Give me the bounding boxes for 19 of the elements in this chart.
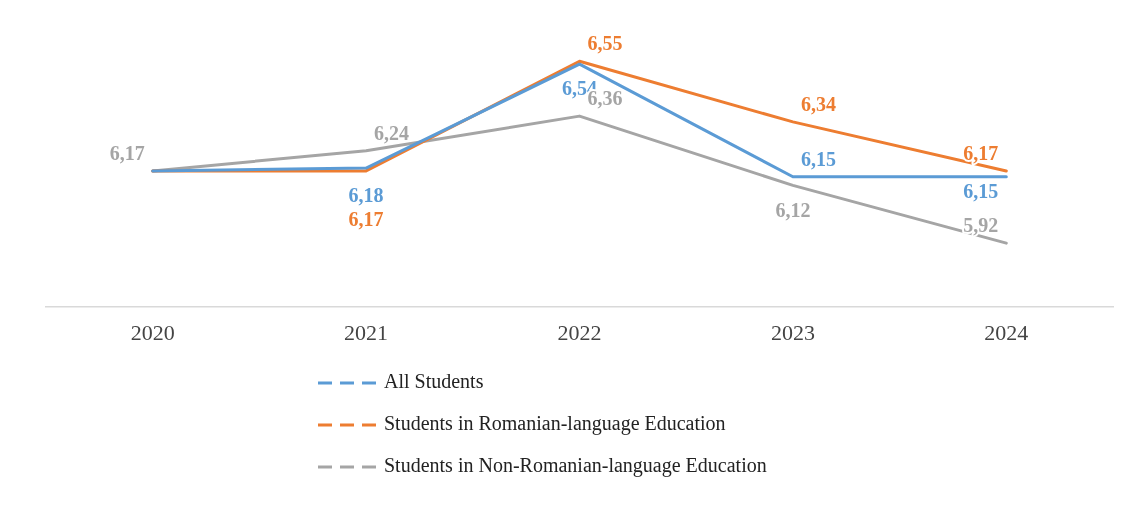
x-tick-label: 2023 <box>770 319 815 345</box>
data-label: 6,18 <box>348 184 384 207</box>
legend-label: Students in Non-Romanian-language Education <box>384 454 767 478</box>
legend-label: All Students <box>384 370 484 393</box>
x-tick-label: 2021 <box>344 319 389 345</box>
data-label: 6,24 <box>374 121 410 144</box>
data-label: 5,92 <box>963 214 999 237</box>
x-tick-label: 2024 <box>984 319 1029 345</box>
data-label: 6,15 <box>963 179 999 202</box>
data-label: 6,55 <box>587 32 623 55</box>
data-label: 6,12 <box>775 198 811 221</box>
data-label: 6,34 <box>800 93 836 116</box>
x-tick-label: 2022 <box>557 319 602 345</box>
legend-label: Students in Romanian-language Education <box>384 412 726 436</box>
x-tick-label: 2020 <box>130 319 175 345</box>
data-label: 6,17 <box>109 142 145 165</box>
data-label: 6,17 <box>963 142 999 165</box>
data-label: 6,17 <box>348 208 384 231</box>
data-label: 6,15 <box>800 147 836 170</box>
